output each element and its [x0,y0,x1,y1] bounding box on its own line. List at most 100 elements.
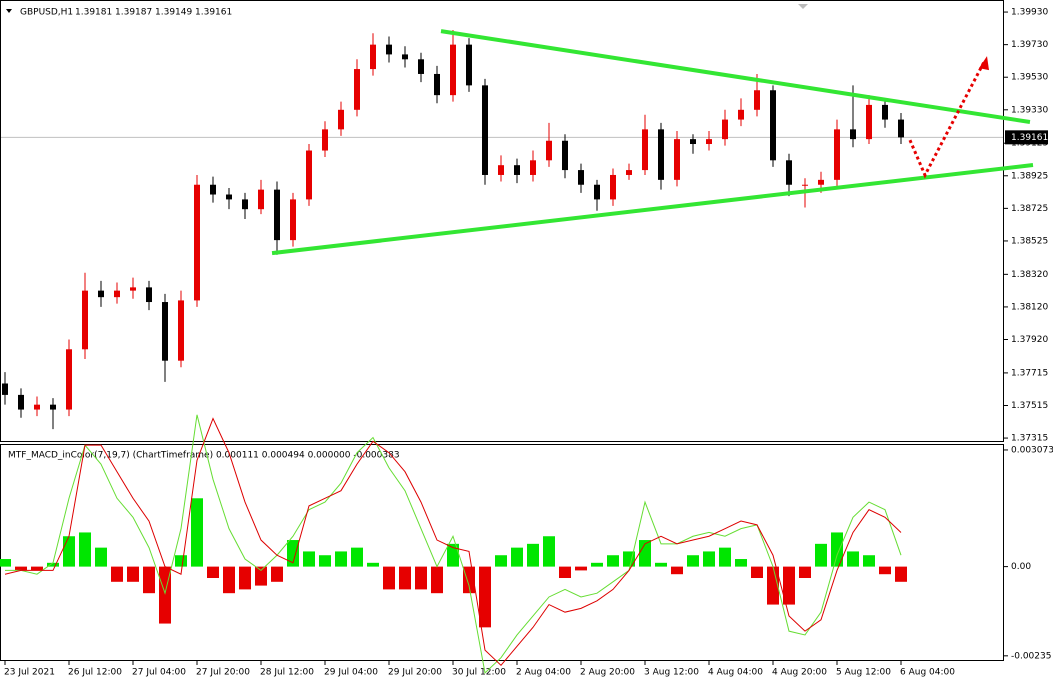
quote-value: 1.39161 [195,8,232,18]
x-tick-label: 2 Aug 04:00 [516,668,571,678]
candle-body [242,199,248,210]
x-tick-label: 29 Jul 20:00 [388,668,442,678]
histogram-bar [895,566,907,582]
histogram-bar [863,555,875,567]
x-tick-label: 6 Aug 04:00 [900,668,955,678]
menu-arrow[interactable] [6,9,12,13]
histogram-bar [623,551,635,567]
candle-body [50,404,56,410]
arrow-head [979,56,989,71]
histogram-bar [463,566,475,594]
candle-body [610,174,616,200]
histogram-bar [95,547,107,567]
histogram-bar [511,547,523,567]
indicator-title: MTF_MACD_inColor(7,19,7) (ChartTimeframe… [8,451,400,461]
candle-body [370,44,376,70]
candle-body [34,404,40,410]
price-panel [0,0,1004,442]
y-tick-label: 0.003073 [1011,445,1053,455]
quote-value: 1.39181 [75,8,112,18]
candle-body [482,85,488,175]
candle-body [786,160,792,185]
x-tick-label: 5 Aug 12:00 [836,668,891,678]
histogram-bar [367,562,379,567]
histogram-bar [591,562,603,567]
y-tick-label: 1.37920 [1011,335,1048,345]
y-tick-label: 1.38120 [1011,302,1048,312]
candle-body [706,139,712,145]
candle-body [306,150,312,200]
histogram-bar [703,551,715,567]
histogram-bar [63,536,75,567]
histogram-bar [527,543,539,567]
candle-body [594,184,600,200]
histogram-bar [879,566,891,575]
candle-body [18,394,24,410]
histogram-bar [127,566,139,582]
x-tick-label: 27 Jul 04:00 [132,668,186,678]
candle-body [882,104,888,120]
histogram-bar [447,543,459,567]
candle-body [626,170,632,175]
candle-body [98,290,104,298]
histogram-bar [239,566,251,590]
candle-body [226,194,232,200]
y-tick-label: 1.37515 [1011,401,1048,411]
candle-body [466,44,472,86]
candle-body [258,189,264,210]
histogram-bar [831,532,843,567]
histogram-bar [751,566,763,579]
y-tick-label: 1.38525 [1011,236,1048,246]
histogram-bar [383,566,395,590]
candle-body [658,129,664,180]
candle-body [338,109,344,130]
candle-body [690,139,696,145]
trendline [440,29,1031,124]
histogram-bar [271,566,283,582]
histogram-bar [719,547,731,567]
symbol: GBPUSD,H1 [20,8,73,18]
candle-body [66,349,72,410]
histogram-bar [351,547,363,567]
x-tick-label: 28 Jul 12:00 [260,668,314,678]
candle-body [754,90,760,110]
histogram-bar [735,559,747,567]
y-tick-label: -0.00235 [1011,651,1051,661]
x-tick-label: 4 Aug 04:00 [708,668,763,678]
candle-body [898,119,904,138]
candle-body [434,73,440,96]
candle-body [322,129,328,151]
histogram-bar [639,540,651,567]
histogram-bar [223,566,235,594]
candle-body [642,129,648,171]
histogram-bar [31,566,43,571]
candle-body [770,90,776,161]
candle-body [290,199,296,241]
last-price-box [1005,130,1048,145]
quote-value: 1.39187 [115,8,152,18]
last-price-label: 1.39161 [1011,133,1048,143]
candle-body [210,184,216,195]
histogram-bar [431,566,443,594]
candle-body [674,139,680,180]
candle-body [562,140,568,171]
candle-body [530,160,536,175]
candle-body [722,119,728,140]
histogram-bar [303,551,315,567]
y-tick-label: 1.39330 [1011,105,1048,115]
histogram-bar [415,566,427,590]
histogram-bar [319,555,331,567]
candle-body [514,165,520,175]
histogram-bar [847,551,859,567]
histogram-bar [15,566,27,571]
histogram-bar [575,566,587,571]
candle-body [418,59,424,74]
candle-body [834,129,840,180]
histogram-bar [0,559,11,567]
histogram-bar [191,498,203,567]
histogram-bar [559,566,571,579]
x-tick-label: 3 Aug 12:00 [644,668,699,678]
histogram-bar [767,566,779,605]
x-tick-label: 4 Aug 20:00 [772,668,827,678]
